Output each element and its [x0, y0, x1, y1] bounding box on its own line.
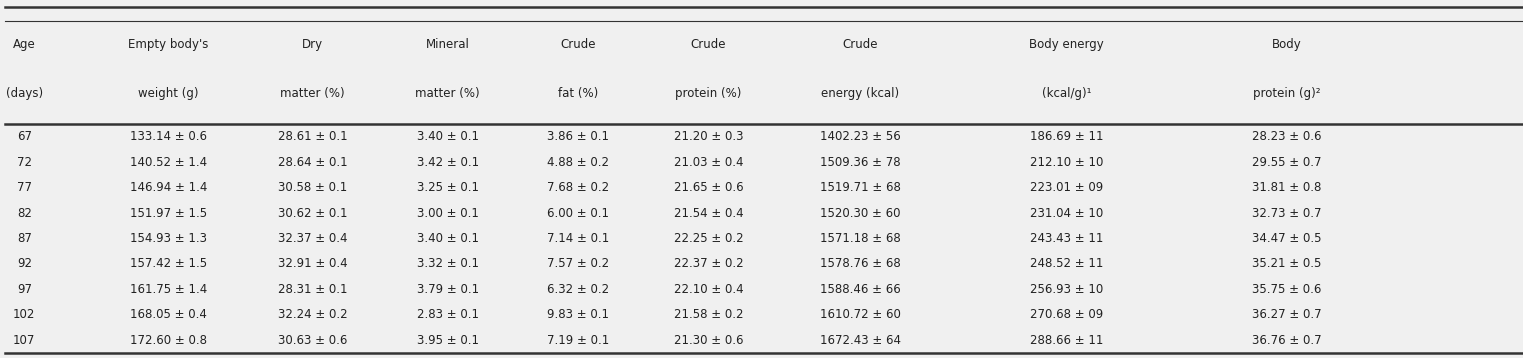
Text: 34.47 ± 0.5: 34.47 ± 0.5 [1252, 232, 1322, 245]
Text: 3.95 ± 0.1: 3.95 ± 0.1 [417, 334, 478, 347]
Text: 231.04 ± 10: 231.04 ± 10 [1030, 207, 1103, 219]
Text: 107: 107 [14, 334, 35, 347]
Text: energy (kcal): energy (kcal) [821, 87, 899, 100]
Text: 72: 72 [17, 156, 32, 169]
Text: 6.00 ± 0.1: 6.00 ± 0.1 [547, 207, 609, 219]
Text: 82: 82 [17, 207, 32, 219]
Text: 21.20 ± 0.3: 21.20 ± 0.3 [673, 130, 743, 143]
Text: 67: 67 [17, 130, 32, 143]
Text: 186.69 ± 11: 186.69 ± 11 [1030, 130, 1103, 143]
Text: Body energy: Body energy [1030, 38, 1104, 50]
Text: 3.00 ± 0.1: 3.00 ± 0.1 [417, 207, 478, 219]
Text: Crude: Crude [560, 38, 595, 50]
Text: weight (g): weight (g) [139, 87, 198, 100]
Text: 172.60 ± 0.8: 172.60 ± 0.8 [129, 334, 207, 347]
Text: (days): (days) [6, 87, 43, 100]
Text: 133.14 ± 0.6: 133.14 ± 0.6 [129, 130, 207, 143]
Text: matter (%): matter (%) [280, 87, 344, 100]
Text: 243.43 ± 11: 243.43 ± 11 [1030, 232, 1103, 245]
Text: 28.64 ± 0.1: 28.64 ± 0.1 [277, 156, 347, 169]
Text: 3.79 ± 0.1: 3.79 ± 0.1 [416, 283, 478, 296]
Text: 36.27 ± 0.7: 36.27 ± 0.7 [1252, 308, 1322, 321]
Text: 288.66 ± 11: 288.66 ± 11 [1030, 334, 1103, 347]
Text: 3.25 ± 0.1: 3.25 ± 0.1 [417, 181, 478, 194]
Text: Crude: Crude [691, 38, 726, 50]
Text: 7.19 ± 0.1: 7.19 ± 0.1 [547, 334, 609, 347]
Text: 22.25 ± 0.2: 22.25 ± 0.2 [673, 232, 743, 245]
Text: 3.40 ± 0.1: 3.40 ± 0.1 [417, 232, 478, 245]
Text: Empty body's: Empty body's [128, 38, 209, 50]
Text: 21.65 ± 0.6: 21.65 ± 0.6 [673, 181, 743, 194]
Text: 21.30 ± 0.6: 21.30 ± 0.6 [673, 334, 743, 347]
Text: 2.83 ± 0.1: 2.83 ± 0.1 [417, 308, 478, 321]
Text: 30.58 ± 0.1: 30.58 ± 0.1 [277, 181, 347, 194]
Text: 102: 102 [14, 308, 35, 321]
Text: 1519.71 ± 68: 1519.71 ± 68 [819, 181, 900, 194]
Text: 97: 97 [17, 283, 32, 296]
Text: Age: Age [14, 38, 35, 50]
Text: fat (%): fat (%) [557, 87, 599, 100]
Text: 28.61 ± 0.1: 28.61 ± 0.1 [277, 130, 347, 143]
Text: 7.57 ± 0.2: 7.57 ± 0.2 [547, 257, 609, 270]
Text: 36.76 ± 0.7: 36.76 ± 0.7 [1252, 334, 1322, 347]
Text: 77: 77 [17, 181, 32, 194]
Text: 154.93 ± 1.3: 154.93 ± 1.3 [129, 232, 207, 245]
Text: 168.05 ± 0.4: 168.05 ± 0.4 [129, 308, 207, 321]
Text: 21.54 ± 0.4: 21.54 ± 0.4 [673, 207, 743, 219]
Text: 32.73 ± 0.7: 32.73 ± 0.7 [1252, 207, 1322, 219]
Text: 3.42 ± 0.1: 3.42 ± 0.1 [416, 156, 478, 169]
Text: 151.97 ± 1.5: 151.97 ± 1.5 [129, 207, 207, 219]
Text: 22.10 ± 0.4: 22.10 ± 0.4 [673, 283, 743, 296]
Text: 21.58 ± 0.2: 21.58 ± 0.2 [673, 308, 743, 321]
Text: 4.88 ± 0.2: 4.88 ± 0.2 [547, 156, 609, 169]
Text: 3.40 ± 0.1: 3.40 ± 0.1 [417, 130, 478, 143]
Text: 146.94 ± 1.4: 146.94 ± 1.4 [129, 181, 207, 194]
Text: 270.68 ± 09: 270.68 ± 09 [1030, 308, 1103, 321]
Text: Crude: Crude [842, 38, 877, 50]
Text: 30.62 ± 0.1: 30.62 ± 0.1 [277, 207, 347, 219]
Text: 28.31 ± 0.1: 28.31 ± 0.1 [277, 283, 347, 296]
Text: protein (g)²: protein (g)² [1253, 87, 1320, 100]
Text: 140.52 ± 1.4: 140.52 ± 1.4 [129, 156, 207, 169]
Text: 30.63 ± 0.6: 30.63 ± 0.6 [277, 334, 347, 347]
Text: 223.01 ± 09: 223.01 ± 09 [1030, 181, 1103, 194]
Text: Mineral: Mineral [425, 38, 469, 50]
Text: matter (%): matter (%) [416, 87, 480, 100]
Text: 31.81 ± 0.8: 31.81 ± 0.8 [1252, 181, 1320, 194]
Text: 1509.36 ± 78: 1509.36 ± 78 [819, 156, 900, 169]
Text: 9.83 ± 0.1: 9.83 ± 0.1 [547, 308, 609, 321]
Text: Dry: Dry [302, 38, 323, 50]
Text: protein (%): protein (%) [675, 87, 742, 100]
Text: Body: Body [1272, 38, 1301, 50]
Text: 1672.43 ± 64: 1672.43 ± 64 [819, 334, 900, 347]
Text: 1520.30 ± 60: 1520.30 ± 60 [819, 207, 900, 219]
Text: (kcal/g)¹: (kcal/g)¹ [1042, 87, 1092, 100]
Text: 28.23 ± 0.6: 28.23 ± 0.6 [1252, 130, 1322, 143]
Text: 1578.76 ± 68: 1578.76 ± 68 [819, 257, 900, 270]
Text: 212.10 ± 10: 212.10 ± 10 [1030, 156, 1103, 169]
Text: 7.68 ± 0.2: 7.68 ± 0.2 [547, 181, 609, 194]
Text: 1588.46 ± 66: 1588.46 ± 66 [819, 283, 900, 296]
Text: 1610.72 ± 60: 1610.72 ± 60 [819, 308, 900, 321]
Text: 22.37 ± 0.2: 22.37 ± 0.2 [673, 257, 743, 270]
Text: 35.21 ± 0.5: 35.21 ± 0.5 [1252, 257, 1320, 270]
Text: 6.32 ± 0.2: 6.32 ± 0.2 [547, 283, 609, 296]
Text: 1571.18 ± 68: 1571.18 ± 68 [819, 232, 900, 245]
Text: 1402.23 ± 56: 1402.23 ± 56 [819, 130, 900, 143]
Text: 3.86 ± 0.1: 3.86 ± 0.1 [547, 130, 609, 143]
Text: 256.93 ± 10: 256.93 ± 10 [1030, 283, 1103, 296]
Text: 35.75 ± 0.6: 35.75 ± 0.6 [1252, 283, 1320, 296]
Text: 248.52 ± 11: 248.52 ± 11 [1030, 257, 1103, 270]
Text: 32.91 ± 0.4: 32.91 ± 0.4 [277, 257, 347, 270]
Text: 87: 87 [17, 232, 32, 245]
Text: 7.14 ± 0.1: 7.14 ± 0.1 [547, 232, 609, 245]
Text: 21.03 ± 0.4: 21.03 ± 0.4 [673, 156, 743, 169]
Text: 161.75 ± 1.4: 161.75 ± 1.4 [129, 283, 207, 296]
Text: 29.55 ± 0.7: 29.55 ± 0.7 [1252, 156, 1322, 169]
Text: 32.37 ± 0.4: 32.37 ± 0.4 [277, 232, 347, 245]
Text: 3.32 ± 0.1: 3.32 ± 0.1 [417, 257, 478, 270]
Text: 32.24 ± 0.2: 32.24 ± 0.2 [277, 308, 347, 321]
Text: 92: 92 [17, 257, 32, 270]
Text: 157.42 ± 1.5: 157.42 ± 1.5 [129, 257, 207, 270]
